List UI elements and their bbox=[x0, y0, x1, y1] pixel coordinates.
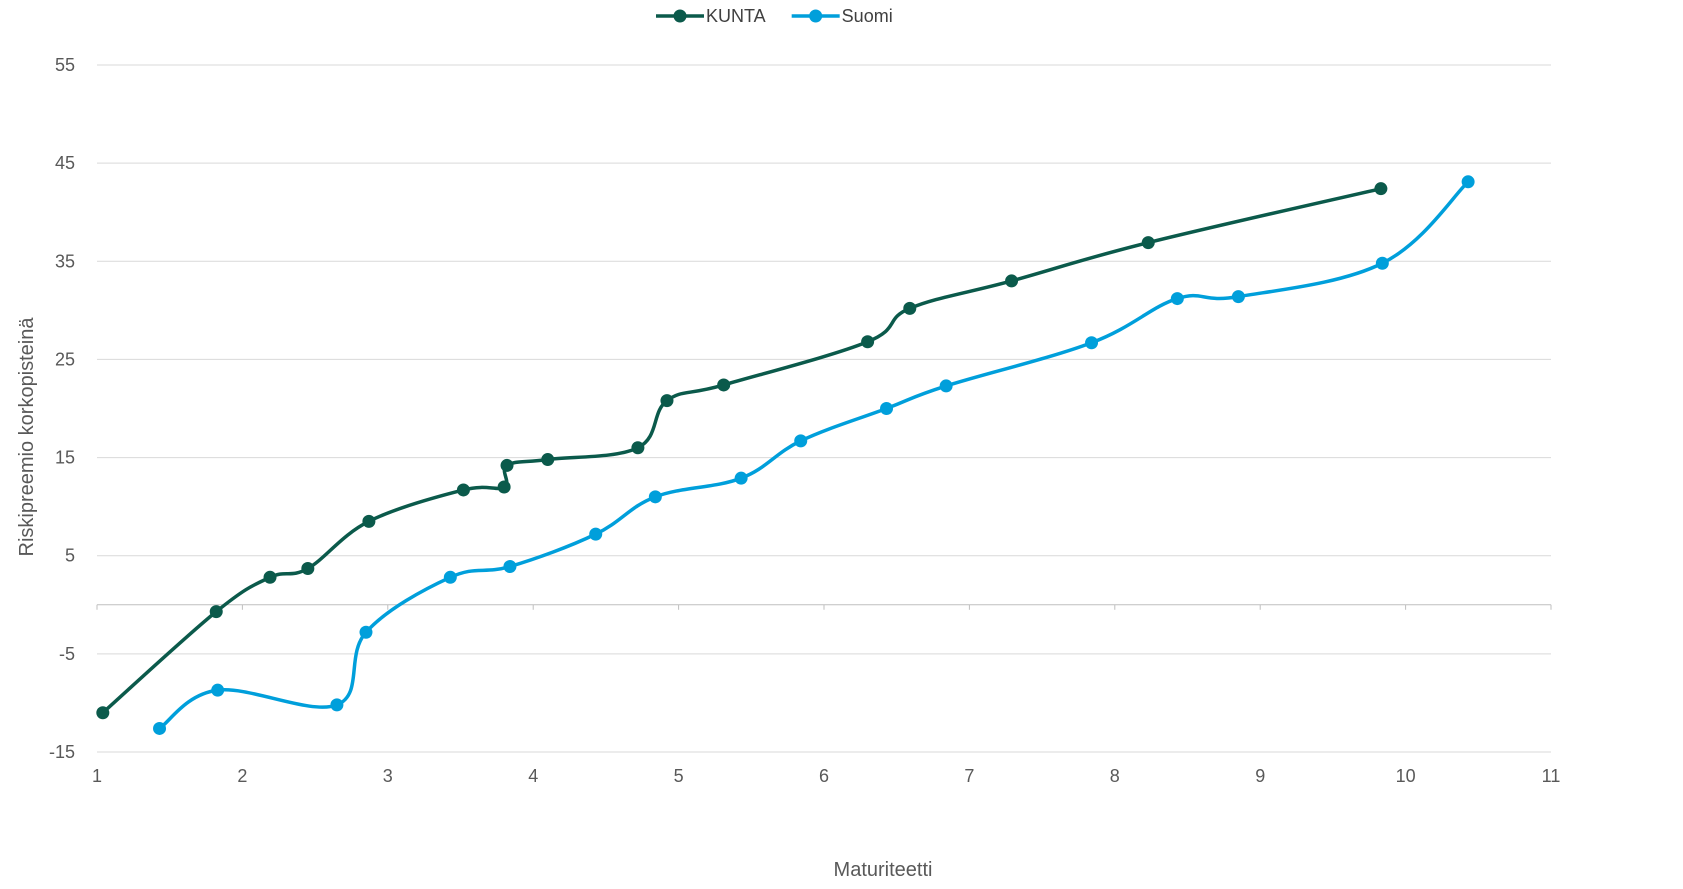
series-line-kunta bbox=[101, 186, 1383, 715]
legend-item-kunta: KUNTA bbox=[656, 6, 766, 26]
y-tick-label: 45 bbox=[55, 153, 75, 173]
x-axis bbox=[96, 604, 1552, 610]
data-point-suomi bbox=[734, 471, 748, 485]
data-point-suomi bbox=[1231, 290, 1245, 304]
y-tick-label: -15 bbox=[49, 742, 75, 762]
y-tick-labels: -15 -5 5 15 25 35 45 55 bbox=[49, 55, 75, 762]
data-point-kunta bbox=[209, 605, 223, 619]
data-point-suomi bbox=[1461, 175, 1475, 189]
data-point-suomi bbox=[359, 625, 373, 639]
data-point-suomi bbox=[1375, 256, 1389, 270]
legend: KUNTA Suomi bbox=[656, 6, 893, 26]
y-tick-label: 55 bbox=[55, 55, 75, 75]
y-tick-label: 5 bbox=[65, 546, 75, 566]
x-tick-label: 10 bbox=[1396, 766, 1416, 786]
data-point-kunta bbox=[1141, 236, 1155, 250]
data-point-suomi bbox=[443, 570, 457, 584]
data-point-kunta bbox=[456, 483, 470, 497]
series-line-suomi bbox=[157, 180, 1470, 731]
data-point-suomi bbox=[880, 402, 894, 415]
data-point-kunta bbox=[500, 458, 514, 472]
data-point-kunta bbox=[660, 394, 674, 408]
data-point-suomi bbox=[1170, 292, 1184, 306]
legend-label: Suomi bbox=[842, 6, 893, 26]
x-tick-label: 8 bbox=[1110, 766, 1120, 786]
legend-item-suomi: Suomi bbox=[791, 6, 893, 26]
series-suomi bbox=[153, 175, 1475, 735]
x-tick-label: 4 bbox=[528, 766, 538, 786]
data-point-suomi bbox=[648, 490, 662, 504]
data-point-kunta bbox=[861, 335, 875, 349]
x-tick-label: 5 bbox=[674, 766, 684, 786]
x-tick-label: 11 bbox=[1542, 766, 1561, 786]
data-point-kunta bbox=[497, 480, 511, 494]
data-point-suomi bbox=[503, 560, 517, 574]
x-tick-label: 2 bbox=[237, 766, 247, 786]
legend-swatch-marker bbox=[673, 9, 687, 23]
data-point-suomi bbox=[330, 698, 344, 712]
x-tick-label: 3 bbox=[383, 766, 393, 786]
data-point-kunta bbox=[541, 453, 555, 467]
data-point-suomi bbox=[1085, 336, 1099, 350]
data-point-kunta bbox=[263, 570, 277, 584]
x-tick-label: 1 bbox=[92, 766, 102, 786]
data-point-suomi bbox=[153, 721, 167, 735]
y-tick-label: 15 bbox=[55, 448, 75, 468]
x-tick-labels: 1 2 3 4 5 6 7 8 9 10 11 bbox=[92, 766, 1560, 786]
legend-swatch-marker bbox=[809, 9, 823, 23]
data-point-kunta bbox=[362, 514, 376, 528]
data-point-suomi bbox=[589, 527, 603, 541]
data-point-kunta bbox=[903, 301, 917, 315]
x-tick-label: 9 bbox=[1255, 766, 1265, 786]
x-tick-label: 7 bbox=[964, 766, 974, 786]
legend-label: KUNTA bbox=[706, 6, 766, 26]
x-axis-title: Maturiteetti bbox=[834, 859, 933, 881]
data-point-kunta bbox=[631, 441, 645, 455]
data-point-kunta bbox=[1005, 274, 1019, 288]
y-axis-title: Riskipreemio korkopisteinä bbox=[16, 317, 38, 557]
series bbox=[96, 175, 1475, 735]
x-tick-label: 6 bbox=[819, 766, 829, 786]
data-point-suomi bbox=[794, 434, 808, 448]
y-tick-label: -5 bbox=[59, 644, 75, 664]
y-tick-label: 25 bbox=[55, 349, 75, 369]
grid bbox=[97, 64, 1551, 753]
series-kunta bbox=[96, 182, 1388, 720]
data-point-kunta bbox=[301, 561, 315, 575]
data-point-suomi bbox=[939, 379, 953, 393]
data-point-suomi bbox=[211, 683, 225, 697]
data-point-kunta bbox=[96, 706, 110, 720]
data-point-kunta bbox=[1374, 182, 1388, 196]
y-tick-label: 35 bbox=[55, 251, 75, 271]
data-point-kunta bbox=[717, 378, 731, 392]
